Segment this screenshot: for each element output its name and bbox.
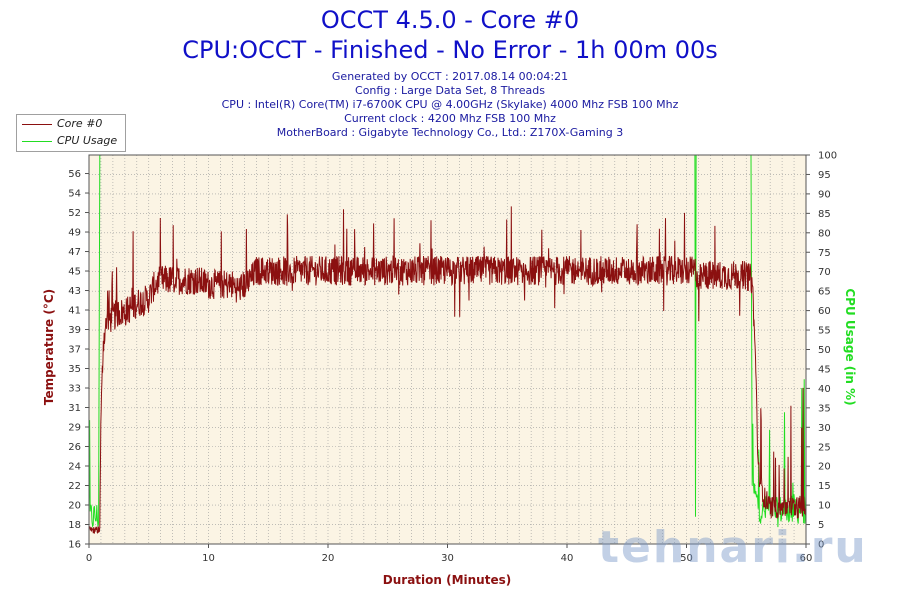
x-tick-label: 60 — [800, 553, 813, 564]
y-right-tick-label: 90 — [818, 189, 831, 200]
y-left-tick-label: 45 — [68, 267, 81, 278]
x-tick-label: 30 — [441, 553, 454, 564]
y-right-tick-label: 5 — [818, 520, 824, 531]
y-right-tick-label: 35 — [818, 403, 831, 414]
y-left-tick-label: 47 — [68, 247, 81, 258]
y-right-tick-label: 25 — [818, 442, 831, 453]
y-right-tick-label: 100 — [818, 151, 837, 162]
plot-frame — [88, 154, 807, 545]
x-tick-label: 10 — [202, 553, 215, 564]
y-right-tick-label: 0 — [818, 540, 824, 551]
y-right-tick-label: 40 — [818, 384, 831, 395]
y-right-tick-label: 95 — [818, 170, 831, 181]
y-left-axis-label: Temperature (°C) — [42, 289, 56, 405]
y-right-tick-label: 45 — [818, 364, 831, 375]
y-right-tick-label: 30 — [818, 423, 831, 434]
x-axis-ticks: 0 10 20 30 40 50 60 — [86, 544, 813, 564]
x-axis-label: Duration (Minutes) — [383, 573, 511, 587]
chart-subtitle: CPU:OCCT - Finished - No Error - 1h 00m … — [182, 36, 718, 64]
y-left-tick-label: 43 — [68, 286, 81, 297]
y-left-tick-label: 54 — [68, 189, 81, 200]
info-cpu: CPU : Intel(R) Core(TM) i7-6700K CPU @ 4… — [221, 98, 679, 111]
y-right-axis-label: CPU Usage (in %) — [843, 288, 857, 405]
y-left-tick-label: 39 — [68, 325, 81, 336]
y-left-axis-ticks: 16 18 20 22 24 26 29 31 33 35 37 39 41 43 45 47 49 52 54 56 — [68, 169, 89, 551]
y-left-tick-label: 41 — [68, 306, 81, 317]
chart-legend: Core #0 CPU Usage — [16, 114, 126, 152]
legend-swatch-cpu-usage — [22, 141, 52, 142]
y-right-axis-ticks: 0 5 10 15 20 25 30 35 40 45 50 55 60 65 70 75 80 85 90 95 10… — [806, 151, 837, 551]
y-right-tick-label: 55 — [818, 326, 831, 337]
watermark-text: tehnari.ru — [598, 522, 868, 573]
y-right-tick-label: 50 — [818, 345, 831, 356]
x-tick-label: 20 — [322, 553, 335, 564]
y-right-tick-label: 10 — [818, 501, 831, 512]
y-right-tick-label: 20 — [818, 462, 831, 473]
y-left-tick-label: 52 — [68, 208, 81, 219]
y-left-tick-label: 56 — [68, 169, 81, 180]
x-tick-label: 0 — [86, 553, 92, 564]
info-generated: Generated by OCCT : 2017.08.14 00:04:21 — [331, 70, 569, 83]
info-clock: Current clock : 4200 Mhz FSB 100 Mhz — [344, 112, 556, 125]
y-right-tick-label: 80 — [818, 228, 831, 239]
y-left-tick-label: 26 — [68, 442, 81, 453]
chart-title: OCCT 4.5.0 - Core #0 — [320, 6, 580, 34]
y-left-tick-label: 37 — [68, 345, 81, 356]
x-tick-label: 50 — [680, 553, 693, 564]
legend-label-cpu-usage: CPU Usage — [57, 134, 118, 147]
y-left-tick-label: 20 — [68, 501, 81, 512]
y-left-tick-label: 22 — [68, 481, 81, 492]
y-left-tick-label: 35 — [68, 364, 81, 375]
info-config: Config : Large Data Set, 8 Threads — [355, 84, 545, 97]
y-left-tick-label: 24 — [68, 462, 81, 473]
y-left-tick-label: 18 — [68, 520, 81, 531]
y-left-tick-label: 16 — [68, 540, 81, 551]
legend-swatch-core0 — [22, 124, 52, 125]
y-left-tick-label: 33 — [68, 384, 81, 395]
y-left-tick-label: 31 — [68, 403, 81, 414]
legend-item-cpu-usage: CPU Usage — [17, 133, 125, 149]
y-right-tick-label: 15 — [818, 481, 831, 492]
y-right-tick-label: 70 — [818, 267, 831, 278]
grid-lines — [89, 155, 806, 544]
y-right-tick-label: 75 — [818, 248, 831, 259]
y-left-tick-label: 49 — [68, 228, 81, 239]
y-left-tick-label: 29 — [68, 423, 81, 434]
y-right-tick-label: 85 — [818, 209, 831, 220]
legend-item-core0: Core #0 — [17, 116, 125, 132]
info-motherboard: MotherBoard : Gigabyte Technology Co., L… — [276, 126, 624, 139]
y-right-tick-label: 60 — [818, 306, 831, 317]
series-line-core0 — [88, 206, 807, 534]
legend-label-core0: Core #0 — [57, 117, 103, 130]
y-right-tick-label: 65 — [818, 287, 831, 298]
x-tick-label: 40 — [561, 553, 574, 564]
